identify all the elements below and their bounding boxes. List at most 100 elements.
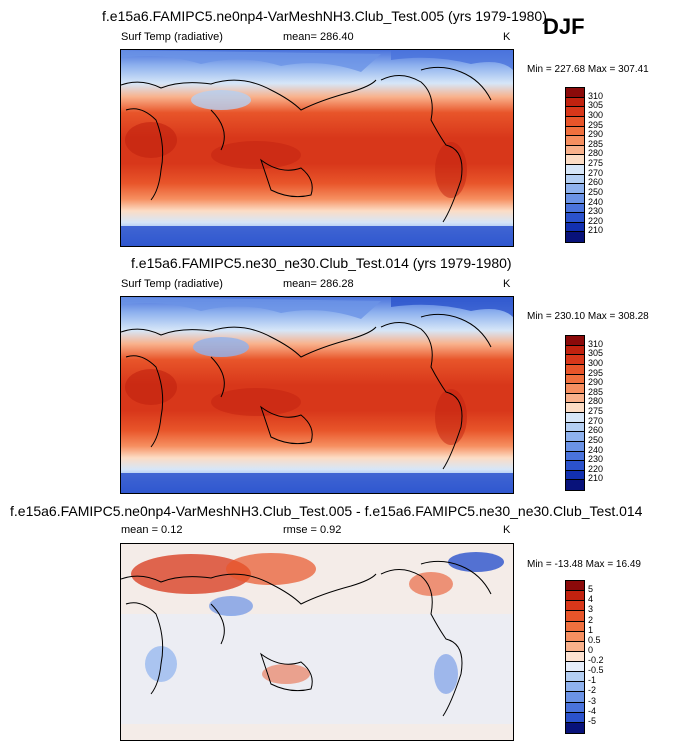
colorbar-cell xyxy=(566,336,584,346)
colorbar-tick-label: 0 xyxy=(588,644,594,655)
panel-2-minmax: Min = 230.10 Max = 308.28 xyxy=(527,311,649,322)
colorbar-cell xyxy=(566,432,584,442)
colorbar-tick-label: 285 xyxy=(588,138,604,149)
colorbar-cell xyxy=(566,174,584,185)
colorbar-tick-label: 295 xyxy=(588,119,604,130)
panel-1-units: K xyxy=(503,31,511,43)
colorbar-tick-label: 1 xyxy=(588,624,594,635)
panel-2-variable: Surf Temp (radiative) xyxy=(121,278,223,290)
colorbar-cell xyxy=(566,184,584,194)
colorbar-cell xyxy=(566,631,584,642)
colorbar-tick-label: 290 xyxy=(588,129,604,140)
colorbar-tick-label: 260 xyxy=(588,177,604,188)
panel-1-map xyxy=(120,49,514,247)
colorbar-tick-label: 220 xyxy=(588,215,604,226)
colorbar-tick-label: -2 xyxy=(588,685,597,696)
panel-1-title: f.e15a6.FAMIPC5.ne0np4-VarMeshNH3.Club_T… xyxy=(102,8,547,24)
colorbar-cell xyxy=(566,116,584,127)
colorbar-cell xyxy=(566,213,584,223)
panel-3-map xyxy=(120,543,514,741)
colorbar-tick-label: -5 xyxy=(588,715,597,726)
colorbar-cell xyxy=(566,384,584,394)
colorbar-tick-label: 2 xyxy=(588,614,594,625)
colorbar-cell xyxy=(566,662,584,673)
panel-3-map-svg xyxy=(121,544,513,740)
colorbar-cell xyxy=(566,403,584,413)
colorbar-cell xyxy=(566,651,584,662)
colorbar-cell xyxy=(566,692,584,703)
colorbar-cell xyxy=(566,682,584,693)
panel-1-colorbar xyxy=(565,87,585,243)
panel-2-mean: mean= 286.28 xyxy=(283,278,354,290)
colorbar-tick-label: 5 xyxy=(588,584,594,595)
colorbar-tick-label: 260 xyxy=(588,425,604,436)
colorbar-tick-label: 310 xyxy=(588,338,604,349)
panel-1-minmax: Min = 227.68 Max = 307.41 xyxy=(527,64,649,75)
colorbar-tick-label: 0.5 xyxy=(588,634,601,645)
colorbar-cell xyxy=(566,470,584,481)
panel-3-colorbar-ticks: 5 4 3 2 1 0.5 0 -0.2 -0.5 -1 -2 -3 -4 -5 xyxy=(588,580,628,732)
colorbar-tick-label: -4 xyxy=(588,705,597,716)
colorbar-tick-label: 250 xyxy=(588,186,604,197)
colorbar-tick-label: 305 xyxy=(588,100,604,111)
colorbar-tick-label: 280 xyxy=(588,396,604,407)
colorbar-cell xyxy=(566,126,584,137)
colorbar-cell xyxy=(566,601,584,612)
colorbar-cell xyxy=(566,480,584,490)
colorbar-tick-label: 210 xyxy=(588,225,604,236)
colorbar-cell xyxy=(566,107,584,117)
panel-3-colorbar xyxy=(565,580,585,734)
colorbar-cell xyxy=(566,203,584,214)
colorbar-cell xyxy=(566,702,584,713)
panel-1-colorbar-ticks: 310 305 300 295 290 285 280 275 270 260 250 240 230 2… xyxy=(588,87,628,241)
colorbar-cell xyxy=(566,364,584,375)
panel-3-minmax: Min = -13.48 Max = 16.49 xyxy=(527,559,641,570)
colorbar-tick-label: 270 xyxy=(588,167,604,178)
colorbar-cell xyxy=(566,722,584,733)
colorbar-cell xyxy=(566,641,584,652)
colorbar-tick-label: 275 xyxy=(588,406,604,416)
panel-3-rmse: rmse = 0.92 xyxy=(283,524,342,536)
panel-3-title: f.e15a6.FAMIPC5.ne0np4-VarMeshNH3.Club_T… xyxy=(10,503,643,519)
colorbar-tick-label: 280 xyxy=(588,148,604,159)
panel-3-mean: mean = 0.12 xyxy=(121,524,183,536)
colorbar-cell xyxy=(566,611,584,622)
colorbar-cell xyxy=(566,451,584,462)
colorbar-cell xyxy=(566,374,584,385)
panel-1-map-svg xyxy=(121,50,513,246)
panel-2-map-svg xyxy=(121,297,513,493)
colorbar-cell xyxy=(566,97,584,108)
colorbar-tick-label: -1 xyxy=(588,675,597,686)
panel-2-colorbar-ticks: 310 305 300 295 290 285 280 275 270 260 250 240 230 2… xyxy=(588,335,628,489)
colorbar-tick-label: 300 xyxy=(588,357,604,368)
colorbar-tick-label: 295 xyxy=(588,367,604,378)
colorbar-tick-label: 3 xyxy=(588,604,594,615)
colorbar-cell xyxy=(566,413,584,423)
colorbar-tick-label: -3 xyxy=(588,695,597,706)
colorbar-tick-label: -0.5 xyxy=(588,665,604,676)
colorbar-cell xyxy=(566,193,584,204)
colorbar-tick-label: 240 xyxy=(588,196,604,207)
colorbar-tick-label: 300 xyxy=(588,109,604,120)
panel-2-colorbar xyxy=(565,335,585,491)
panel-2-units: K xyxy=(503,278,511,290)
colorbar-tick-label: 4 xyxy=(588,594,594,605)
colorbar-tick-label: 305 xyxy=(588,348,604,359)
season-label: DJF xyxy=(543,14,585,39)
colorbar-tick-label: 275 xyxy=(588,158,604,168)
colorbar-cell xyxy=(566,222,584,233)
colorbar-cell xyxy=(566,345,584,356)
colorbar-cell xyxy=(566,145,584,156)
colorbar-cell xyxy=(566,712,584,723)
colorbar-cell xyxy=(566,441,584,452)
colorbar-tick-label: 250 xyxy=(588,434,604,445)
colorbar-cell xyxy=(566,232,584,242)
colorbar-tick-label: 270 xyxy=(588,415,604,426)
colorbar-tick-label: 310 xyxy=(588,90,604,101)
panel-2-map xyxy=(120,296,514,494)
colorbar-tick-label: 220 xyxy=(588,463,604,474)
colorbar-cell xyxy=(566,393,584,404)
colorbar-cell xyxy=(566,591,584,602)
colorbar-cell xyxy=(566,672,584,683)
colorbar-tick-label: 230 xyxy=(588,206,604,217)
